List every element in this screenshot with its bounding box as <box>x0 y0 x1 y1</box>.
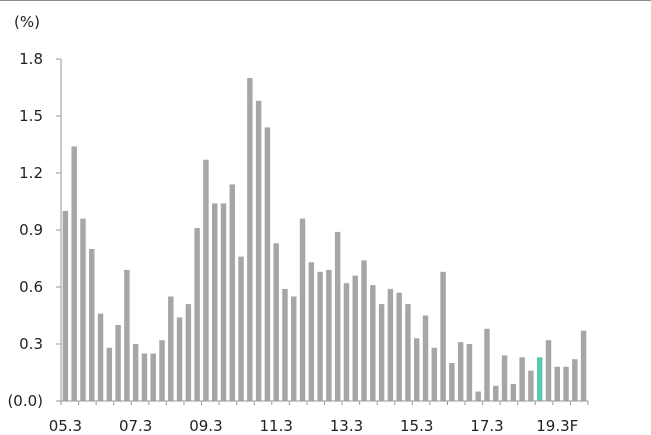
bar <box>449 363 455 401</box>
bar <box>484 328 490 401</box>
bar <box>370 285 376 401</box>
bar <box>106 347 113 401</box>
bar <box>124 269 130 401</box>
x-tick-label: 17.3 <box>470 417 503 435</box>
unit-label: (%) <box>14 13 40 31</box>
bar <box>378 304 385 401</box>
x-tick-label: 11.3 <box>259 417 292 435</box>
x-tick-label: 19.3F <box>536 417 578 435</box>
bar <box>510 383 517 401</box>
x-tick-label: 05.3 <box>49 417 82 435</box>
bar <box>282 288 288 401</box>
bar <box>62 211 69 401</box>
bar <box>334 231 341 401</box>
bar <box>501 355 508 401</box>
bar <box>80 218 86 401</box>
bar <box>431 347 438 401</box>
y-tick-label: (0.0) <box>7 392 43 410</box>
bar <box>291 296 297 401</box>
y-tick-label: 1.2 <box>19 164 43 182</box>
bar <box>343 283 350 401</box>
bar <box>466 344 473 401</box>
bar <box>97 313 104 401</box>
bar <box>493 385 499 401</box>
bar <box>352 275 358 401</box>
bar <box>159 340 165 401</box>
bar <box>89 249 95 401</box>
bar <box>528 370 534 401</box>
x-tick-label: 09.3 <box>189 417 222 435</box>
bar <box>299 218 306 401</box>
bar <box>220 203 227 401</box>
bar <box>317 271 323 401</box>
bar <box>176 317 183 401</box>
bar <box>361 260 367 401</box>
bar <box>440 271 446 401</box>
bar <box>203 159 209 401</box>
bar <box>396 292 402 401</box>
x-tick-label: 07.3 <box>119 417 152 435</box>
bar <box>168 296 174 401</box>
bar <box>308 262 315 401</box>
bar <box>457 342 464 401</box>
bar <box>185 304 192 401</box>
bar <box>545 340 552 401</box>
bar <box>475 391 481 401</box>
y-tick-label: 0.3 <box>19 335 43 353</box>
bar <box>71 146 77 401</box>
y-tick-label: 1.8 <box>19 50 43 68</box>
bar <box>273 243 279 401</box>
bar <box>115 325 121 401</box>
bar <box>132 344 139 401</box>
bar <box>264 127 271 402</box>
bar <box>536 357 543 401</box>
bar <box>229 184 235 401</box>
bar <box>422 315 429 401</box>
bar <box>387 288 394 401</box>
bar <box>554 366 560 401</box>
x-tick-label: 13.3 <box>330 417 363 435</box>
bar <box>150 353 156 401</box>
bar <box>563 366 569 401</box>
bar <box>238 256 244 401</box>
bar <box>211 203 218 401</box>
bar <box>580 330 587 401</box>
bar <box>255 100 262 402</box>
bar <box>519 357 525 401</box>
x-tick-label: 15.3 <box>400 417 433 435</box>
bar <box>194 228 200 401</box>
bar <box>414 338 420 401</box>
bar <box>141 353 148 401</box>
bar <box>326 269 332 401</box>
y-tick-label: 0.6 <box>19 278 43 296</box>
bar <box>405 304 411 401</box>
y-tick-label: 1.5 <box>19 107 43 125</box>
bar <box>572 359 578 401</box>
y-tick-label: 0.9 <box>19 221 43 239</box>
bar <box>247 78 253 401</box>
top-border <box>0 0 651 1</box>
